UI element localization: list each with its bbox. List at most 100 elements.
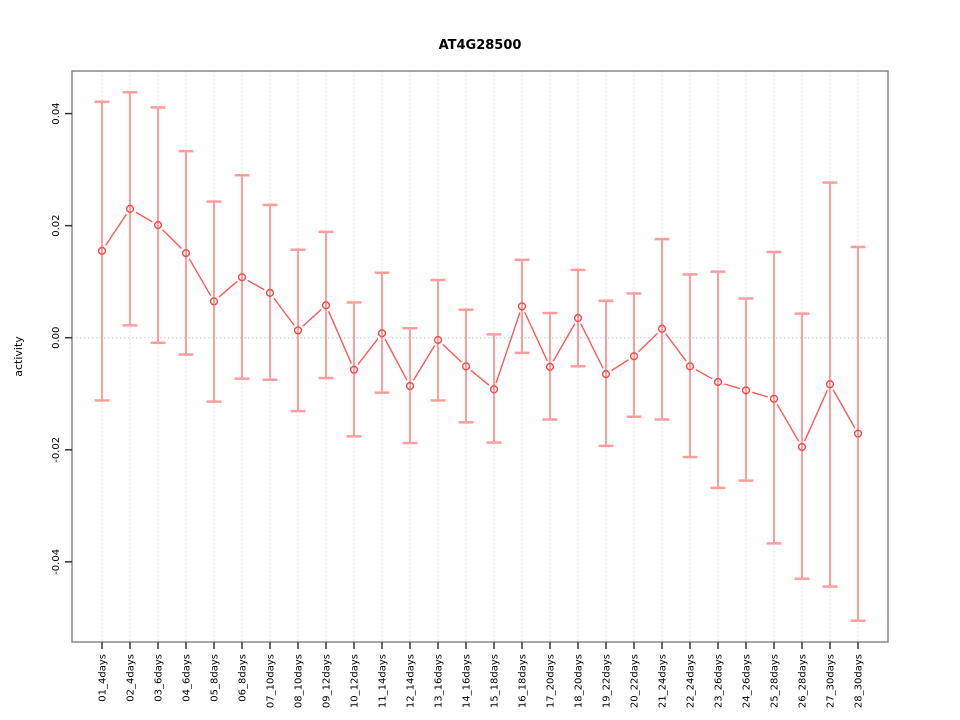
- data-point: [461, 362, 471, 371]
- x-tick-label: 28_30days: [854, 654, 865, 708]
- data-points-group: [97, 204, 863, 452]
- x-axis-group: 01_4days 02_4days 03_6days 04_6days 05_8days…: [98, 642, 865, 708]
- data-point: [153, 220, 163, 230]
- series-line-segment: [776, 404, 800, 442]
- x-tick-label: 02_4days: [126, 654, 137, 702]
- data-point: [573, 314, 583, 323]
- y-tick-label: 0.00: [51, 327, 62, 349]
- data-point: [825, 380, 835, 389]
- data-point: [853, 429, 863, 438]
- x-tick-label: 04_6days: [182, 654, 193, 702]
- error-bar: [346, 301, 362, 438]
- series-line-segment: [638, 332, 658, 353]
- series-line-segment: [470, 369, 490, 386]
- series-line-group: [105, 211, 856, 442]
- error-bar: [402, 326, 418, 445]
- data-point: [181, 249, 191, 258]
- series-line-segment: [695, 368, 713, 380]
- data-point: [545, 362, 555, 371]
- x-tick-label: 18_20days: [574, 654, 585, 708]
- x-tick-label: 10_12days: [350, 654, 361, 708]
- error-bar: [206, 200, 222, 403]
- series-line-segment: [442, 343, 462, 363]
- x-tick-label: 08_10days: [294, 654, 305, 708]
- error-bar: [430, 278, 446, 402]
- x-tick-label: 12_14days: [406, 654, 417, 708]
- error-bar: [654, 237, 670, 421]
- y-axis-group: -0.04 -0.02 0.00 0.02 0.04: [51, 102, 72, 575]
- x-tick-label: 24_26days: [742, 654, 753, 708]
- error-bar: [542, 311, 558, 421]
- x-tick-label: 13_16days: [434, 654, 445, 708]
- x-tick-label: 15_18days: [490, 654, 501, 708]
- series-line-segment: [357, 337, 379, 365]
- x-tick-label: 27_30days: [826, 654, 837, 708]
- error-bar: [262, 203, 278, 382]
- series-line-segment: [752, 391, 768, 398]
- data-point: [265, 288, 275, 297]
- data-point: [433, 335, 443, 345]
- error-bar: [122, 91, 138, 327]
- x-tick-label: 22_24days: [686, 654, 697, 708]
- series-line-segment: [832, 389, 856, 429]
- data-point: [629, 352, 639, 361]
- series-line-segment: [302, 309, 322, 327]
- error-bar: [570, 268, 586, 368]
- x-tick-label: 16_18days: [518, 654, 529, 708]
- series-line-segment: [188, 258, 212, 297]
- data-point: [517, 302, 527, 311]
- series-line-segment: [524, 311, 548, 362]
- x-tick-label: 01_4days: [98, 654, 109, 702]
- x-tick-label: 25_28days: [770, 654, 781, 708]
- data-point: [125, 204, 135, 213]
- series-line-segment: [384, 338, 408, 381]
- x-tick-label: 21_24days: [658, 654, 669, 708]
- series-line-segment: [724, 383, 740, 390]
- x-tick-label: 09_12days: [322, 654, 333, 708]
- error-bar: [486, 333, 502, 444]
- y-tick-label: 0.04: [51, 102, 62, 124]
- data-point: [349, 365, 359, 374]
- x-tick-label: 11_14days: [378, 654, 389, 708]
- data-point: [741, 386, 751, 395]
- series-line-segment: [665, 333, 687, 362]
- error-bars-group: [94, 91, 866, 622]
- error-bar: [682, 273, 698, 459]
- series-line-segment: [273, 297, 295, 326]
- data-point: [321, 301, 331, 310]
- error-bar: [234, 173, 250, 380]
- x-tick-label: 05_8days: [210, 654, 221, 702]
- y-axis-title: activity: [12, 336, 25, 377]
- series-line-segment: [135, 211, 153, 223]
- data-point: [489, 385, 499, 394]
- error-bar: [290, 248, 306, 413]
- error-bar: [822, 181, 838, 588]
- x-tick-label: 23_26days: [714, 654, 725, 708]
- error-bar: [318, 230, 334, 380]
- series-line-segment: [162, 229, 182, 250]
- x-tick-label: 19_22days: [602, 654, 613, 708]
- error-bar: [514, 258, 530, 355]
- data-point: [377, 329, 387, 338]
- data-point: [293, 326, 303, 335]
- data-point: [237, 273, 247, 282]
- y-tick-label: -0.04: [51, 549, 62, 575]
- x-tick-label: 03_6days: [154, 654, 165, 702]
- error-bar: [374, 271, 390, 394]
- x-tick-label: 26_28days: [798, 654, 809, 708]
- series-line-segment: [412, 345, 436, 381]
- error-bar: [850, 245, 866, 622]
- error-bar: [766, 250, 782, 545]
- series-line-segment: [247, 279, 265, 291]
- error-bar: [150, 106, 166, 345]
- series-line-segment: [105, 213, 127, 246]
- data-point: [713, 377, 723, 387]
- series-line-segment: [552, 323, 576, 362]
- x-tick-label: 06_8days: [238, 654, 249, 702]
- error-bar: [178, 149, 194, 356]
- data-point: [97, 246, 107, 255]
- data-point: [769, 394, 779, 403]
- data-point: [657, 324, 667, 333]
